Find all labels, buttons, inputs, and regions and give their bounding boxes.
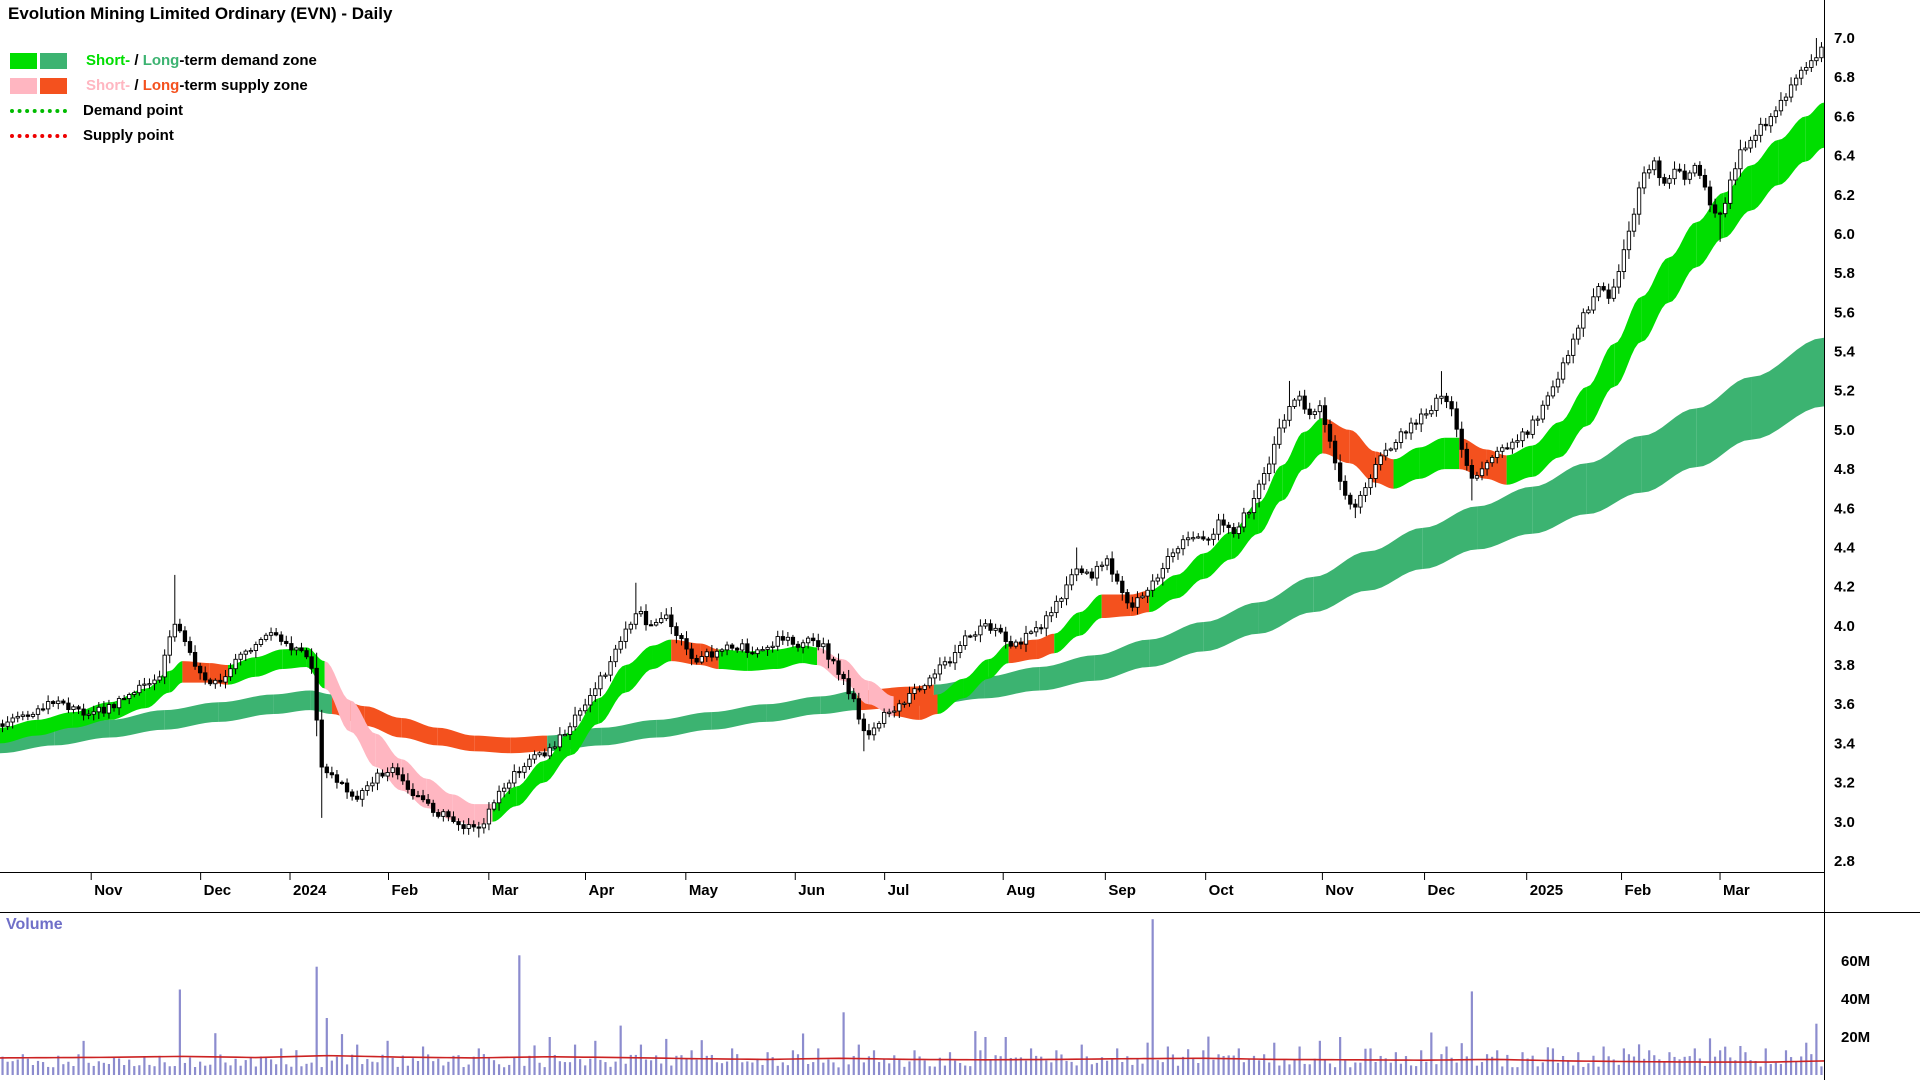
demand-point-label: Demand point: [83, 102, 183, 119]
svg-text:4.8: 4.8: [1834, 461, 1855, 478]
short-term-band: [0, 102, 1824, 826]
price-axis-labels: 7.0 6.8 6.6 6.4 6.2 6.0 5.8 5.6 5.4 5.2 5.0 4.8 4.6 4…: [1834, 30, 1856, 870]
svg-text:3.4: 3.4: [1834, 735, 1856, 752]
candles: [0, 38, 1824, 838]
month-axis-labels: Nov Dec 2024 Feb Mar Apr May Jun Jul Aug Sep Oct Nov…: [90, 872, 1750, 899]
legend-row-supply-zone: Short- / Long-term supply zone: [10, 75, 317, 96]
svg-text:7.0: 7.0: [1834, 30, 1855, 47]
svg-text:5.8: 5.8: [1834, 265, 1855, 282]
svg-text:5.0: 5.0: [1834, 422, 1855, 439]
demand-short-swatch: [10, 52, 37, 69]
supply-zone-label: Short- / Long-term supply zone: [86, 77, 308, 94]
svg-text:4.4: 4.4: [1834, 539, 1856, 556]
svg-text:3.0: 3.0: [1834, 814, 1855, 831]
demand-zone-label: Short- / Long-term demand zone: [86, 52, 317, 69]
svg-text:Feb: Feb: [1625, 882, 1652, 899]
volume-axis-labels: 60M 40M 20M: [1841, 953, 1870, 1046]
svg-text:4.2: 4.2: [1834, 579, 1855, 596]
demand-point-dotted-line-icon: [10, 108, 67, 113]
legend-row-demand-zone: Short- / Long-term demand zone: [10, 50, 317, 71]
supply-suffix-label: -term supply zone: [179, 77, 308, 94]
svg-text:6.8: 6.8: [1834, 69, 1855, 86]
svg-text:6.0: 6.0: [1834, 226, 1855, 243]
svg-text:Sep: Sep: [1108, 882, 1136, 899]
legend-row-supply-point: Supply point: [10, 125, 317, 146]
supply-long-label: Long: [142, 77, 180, 94]
svg-text:Jul: Jul: [888, 882, 910, 899]
svg-text:Mar: Mar: [1723, 882, 1750, 899]
svg-text:Nov: Nov: [94, 882, 123, 899]
svg-text:2024: 2024: [293, 882, 327, 899]
svg-text:Feb: Feb: [392, 882, 419, 899]
chart-title: Evolution Mining Limited Ordinary (EVN) …: [8, 4, 393, 23]
svg-text:6.6: 6.6: [1834, 108, 1855, 125]
supply-point-label: Supply point: [83, 127, 174, 144]
svg-text:Apr: Apr: [589, 882, 615, 899]
supply-short-label: Short-: [86, 77, 131, 94]
svg-text:Mar: Mar: [492, 882, 519, 899]
svg-text:4.0: 4.0: [1834, 618, 1855, 635]
svg-text:6.4: 6.4: [1834, 148, 1856, 165]
supply-point-dotted-line-icon: [10, 133, 67, 138]
legend-row-demand-point: Demand point: [10, 100, 317, 121]
svg-text:Dec: Dec: [1428, 882, 1456, 899]
demand-long-swatch: [40, 52, 67, 69]
legend-separator: /: [130, 52, 143, 69]
long-term-band: [0, 337, 1824, 754]
svg-text:3.2: 3.2: [1834, 775, 1855, 792]
demand-short-label: Short-: [86, 52, 131, 69]
svg-text:4.6: 4.6: [1834, 500, 1855, 517]
svg-text:5.6: 5.6: [1834, 304, 1855, 321]
svg-text:20M: 20M: [1841, 1029, 1870, 1046]
svg-text:Oct: Oct: [1209, 882, 1234, 899]
svg-text:Dec: Dec: [204, 882, 232, 899]
svg-text:Jun: Jun: [798, 882, 825, 899]
legend-separator: /: [130, 77, 143, 94]
volume-bars: [1, 919, 1823, 1075]
volume-average-line: [0, 1054, 1825, 1063]
svg-text:2.8: 2.8: [1834, 853, 1855, 870]
svg-text:May: May: [689, 882, 719, 899]
supply-long-swatch: [40, 77, 67, 94]
legend: Short- / Long-term demand zone Short- / …: [10, 50, 317, 150]
svg-text:Nov: Nov: [1325, 882, 1354, 899]
demand-long-label: Long: [142, 52, 180, 69]
svg-text:40M: 40M: [1841, 991, 1870, 1008]
svg-text:3.6: 3.6: [1834, 696, 1855, 713]
svg-text:2025: 2025: [1530, 882, 1563, 899]
svg-text:6.2: 6.2: [1834, 187, 1855, 204]
demand-suffix-label: -term demand zone: [179, 52, 317, 69]
svg-text:5.2: 5.2: [1834, 383, 1855, 400]
svg-text:5.4: 5.4: [1834, 344, 1856, 361]
volume-panel-label: Volume: [6, 916, 63, 933]
supply-short-swatch: [10, 77, 37, 94]
svg-text:Aug: Aug: [1006, 882, 1035, 899]
svg-text:60M: 60M: [1841, 953, 1870, 970]
svg-text:3.8: 3.8: [1834, 657, 1855, 674]
